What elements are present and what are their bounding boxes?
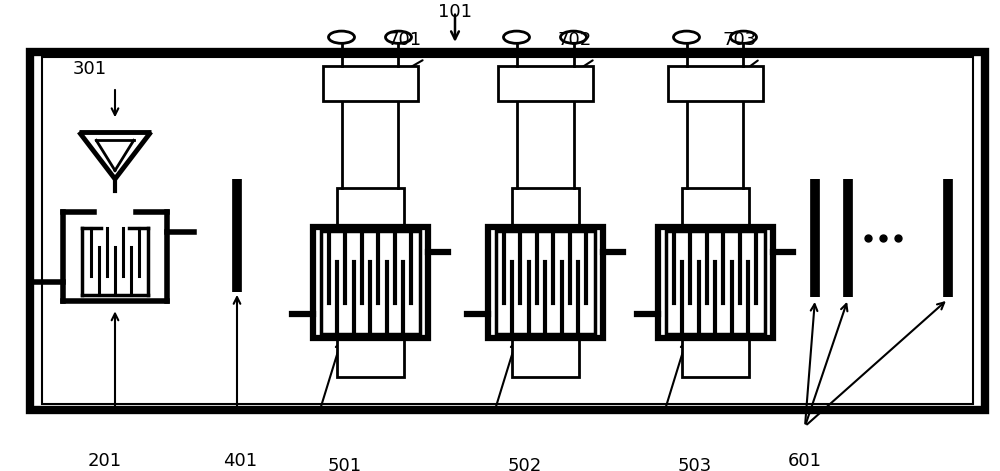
Bar — [666, 231, 765, 334]
Text: 701: 701 — [388, 32, 422, 49]
Bar — [30, 52, 985, 410]
Text: 703: 703 — [723, 32, 757, 49]
Bar — [498, 66, 592, 101]
Text: 501: 501 — [328, 457, 362, 471]
Bar — [322, 66, 418, 101]
Bar — [320, 231, 420, 334]
Text: 201: 201 — [88, 452, 122, 470]
Bar — [488, 227, 602, 338]
Bar — [682, 188, 748, 377]
Bar — [336, 188, 404, 377]
Text: 101: 101 — [438, 3, 472, 21]
Text: 702: 702 — [558, 32, 592, 49]
Text: 601: 601 — [788, 452, 822, 470]
Text: 301: 301 — [73, 60, 107, 78]
Bar — [42, 57, 973, 404]
Text: 401: 401 — [223, 452, 257, 470]
Text: 503: 503 — [678, 457, 712, 471]
Bar — [668, 66, 763, 101]
Bar — [512, 188, 578, 377]
Bar — [312, 227, 428, 338]
Bar — [658, 227, 772, 338]
Text: 502: 502 — [508, 457, 542, 471]
Bar — [496, 231, 594, 334]
